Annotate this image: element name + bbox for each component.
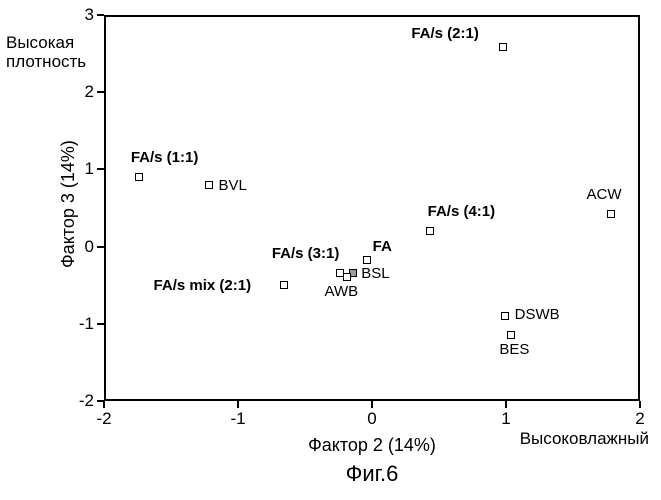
data-point-marker [507, 331, 515, 339]
data-point-label: FA/s (1:1) [131, 149, 199, 166]
data-point-marker [363, 256, 371, 264]
x-tick-label: -2 [96, 409, 111, 429]
data-point-label: BSL [361, 265, 389, 282]
x-tick [103, 401, 105, 408]
y-tick [97, 400, 104, 402]
annotation-top-left: Высокаяплотность [6, 34, 86, 71]
data-point-label: FA/s mix (2:1) [154, 277, 252, 294]
x-axis-title: Фактор 2 (14%) [308, 435, 436, 456]
y-tick-label: 0 [85, 237, 94, 257]
data-point-marker [499, 43, 507, 51]
figure-caption: Фиг.6 [346, 461, 399, 487]
data-point-marker [607, 210, 615, 218]
y-tick-label: -2 [79, 391, 94, 411]
y-axis-title: Фактор 3 (14%) [58, 140, 79, 268]
y-tick [97, 91, 104, 93]
data-point-label: ACW [587, 186, 622, 203]
data-point-label: DSWB [515, 306, 560, 323]
x-tick-label: 0 [367, 409, 376, 429]
x-tick [237, 401, 239, 408]
data-point-marker [336, 269, 344, 277]
data-point-label: FA/s (4:1) [428, 203, 496, 220]
data-point-marker [280, 281, 288, 289]
y-tick-label: 1 [85, 159, 94, 179]
y-tick-label: 3 [85, 5, 94, 25]
annotation-bottom-right: Высоковлажный [520, 430, 649, 449]
data-point-label: BVL [219, 177, 247, 194]
y-tick [97, 14, 104, 16]
x-tick [505, 401, 507, 408]
y-tick [97, 168, 104, 170]
data-point-label: FA/s (2:1) [411, 25, 479, 42]
data-point-marker [205, 181, 213, 189]
data-point-marker [501, 312, 509, 320]
y-tick-label: -1 [79, 314, 94, 334]
data-point-label: FA [373, 238, 392, 255]
y-tick [97, 323, 104, 325]
data-point-label: AWB [325, 283, 359, 300]
data-point-marker [135, 173, 143, 181]
y-tick [97, 246, 104, 248]
plot-area [104, 15, 640, 401]
x-tick [639, 401, 641, 408]
y-tick-label: 2 [85, 82, 94, 102]
x-tick [371, 401, 373, 408]
x-tick-label: -1 [230, 409, 245, 429]
x-tick-label: 1 [501, 409, 510, 429]
data-point-label: BES [499, 341, 529, 358]
x-tick-label: 2 [635, 409, 644, 429]
data-point-marker [426, 227, 434, 235]
data-point-label: FA/s (3:1) [272, 245, 340, 262]
